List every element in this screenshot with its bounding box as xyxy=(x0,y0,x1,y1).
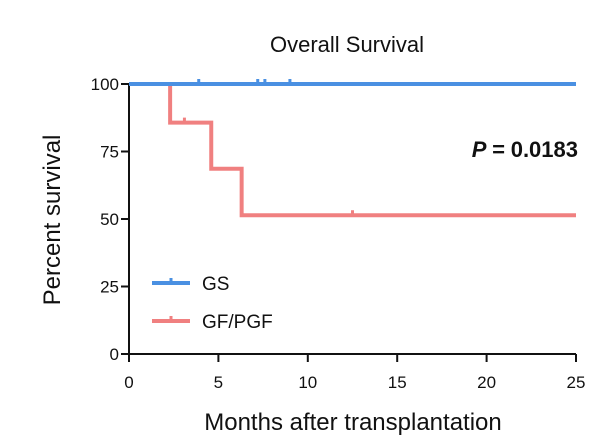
y-tick-label: 75 xyxy=(100,143,119,162)
x-tick-label: 10 xyxy=(298,373,317,392)
chart-title: Overall Survival xyxy=(270,32,424,57)
p-value-label: P = xyxy=(472,137,511,162)
y-tick-label: 100 xyxy=(91,75,119,94)
survival-curve xyxy=(129,82,576,218)
legend: GS GF/PGF xyxy=(152,274,273,333)
x-tick-label: 25 xyxy=(567,373,586,392)
legend-label: GF/PGF xyxy=(202,312,273,333)
x-tick-label: 20 xyxy=(477,373,496,392)
series-gs xyxy=(129,79,576,86)
y-tick-label: 50 xyxy=(100,210,119,229)
series-layer xyxy=(129,79,576,218)
y-tick-label: 25 xyxy=(100,278,119,297)
x-tick-label: 0 xyxy=(124,373,133,392)
y-ticks: 0 25 50 75 100 xyxy=(91,75,129,364)
y-axis-label: Percent survival xyxy=(39,135,66,306)
y-tick-label: 0 xyxy=(110,345,119,364)
x-tick-label: 15 xyxy=(388,373,407,392)
legend-label: GS xyxy=(202,274,229,295)
x-tick-label: 5 xyxy=(214,373,223,392)
x-ticks: 0 5 10 15 20 25 xyxy=(124,354,585,392)
series-gf-pgf xyxy=(129,82,576,218)
p-value-number: 0.0183 xyxy=(511,137,578,162)
legend-item: GS xyxy=(152,274,229,295)
p-value-annotation: P = 0.0183 xyxy=(472,137,578,162)
legend-item: GF/PGF xyxy=(152,312,273,333)
x-axis-label: Months after transplantation xyxy=(204,409,502,436)
axes xyxy=(128,84,576,355)
